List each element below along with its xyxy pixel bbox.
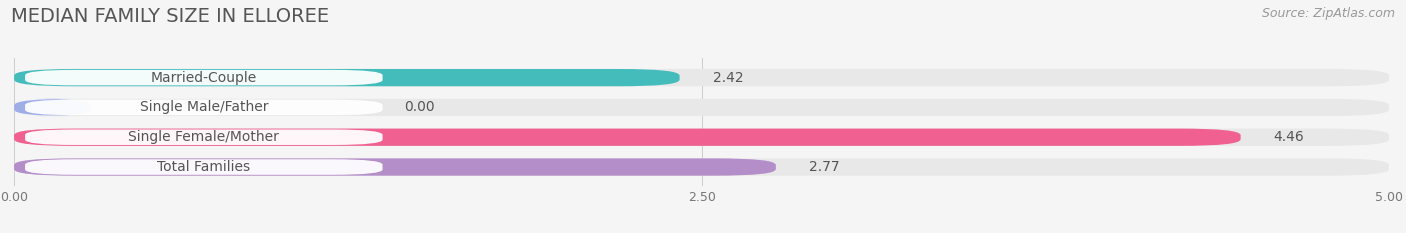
Text: 0.00: 0.00 <box>405 100 436 114</box>
Text: Source: ZipAtlas.com: Source: ZipAtlas.com <box>1261 7 1395 20</box>
Text: MEDIAN FAMILY SIZE IN ELLOREE: MEDIAN FAMILY SIZE IN ELLOREE <box>11 7 329 26</box>
Text: Total Families: Total Families <box>157 160 250 174</box>
FancyBboxPatch shape <box>14 129 1240 146</box>
FancyBboxPatch shape <box>14 99 1389 116</box>
FancyBboxPatch shape <box>14 158 1389 176</box>
Text: 2.42: 2.42 <box>713 71 744 85</box>
Text: 4.46: 4.46 <box>1274 130 1305 144</box>
FancyBboxPatch shape <box>25 70 382 85</box>
Text: Single Female/Mother: Single Female/Mother <box>128 130 280 144</box>
FancyBboxPatch shape <box>14 69 1389 86</box>
FancyBboxPatch shape <box>14 99 91 116</box>
FancyBboxPatch shape <box>25 159 382 175</box>
FancyBboxPatch shape <box>14 69 679 86</box>
FancyBboxPatch shape <box>25 100 382 115</box>
FancyBboxPatch shape <box>25 130 382 145</box>
FancyBboxPatch shape <box>14 158 776 176</box>
Text: Single Male/Father: Single Male/Father <box>139 100 269 114</box>
FancyBboxPatch shape <box>14 129 1389 146</box>
Text: 2.77: 2.77 <box>808 160 839 174</box>
Text: Married-Couple: Married-Couple <box>150 71 257 85</box>
